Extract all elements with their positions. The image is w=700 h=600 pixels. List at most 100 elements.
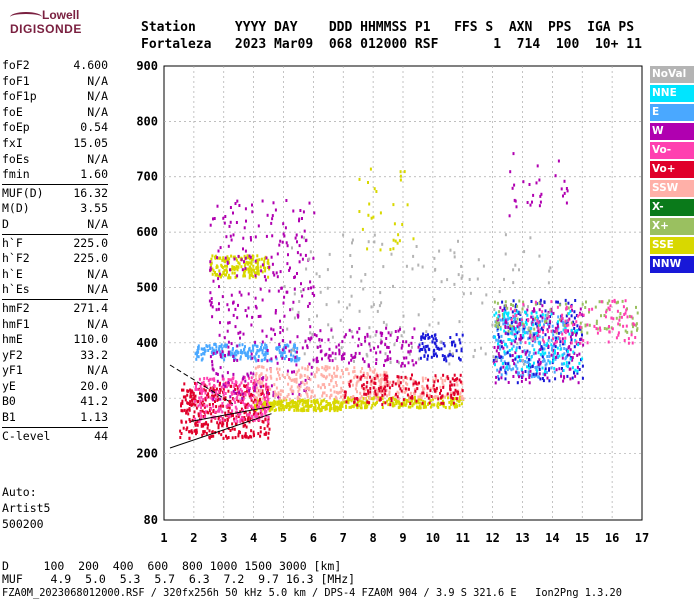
echo-point [285, 241, 288, 245]
echo-point [411, 396, 414, 400]
echo-point [266, 400, 269, 403]
echo-point [271, 401, 273, 405]
echo-point [243, 416, 246, 419]
echo-point [448, 406, 451, 410]
echo-point [373, 368, 376, 372]
echo-point [561, 332, 564, 336]
echo-point [231, 353, 234, 357]
echo-point [414, 389, 417, 393]
echo-point [519, 334, 522, 337]
echo-point [273, 273, 276, 277]
param-name: MUF(D) [2, 185, 44, 200]
echo-point [402, 379, 405, 383]
echo-point [515, 321, 518, 325]
echo-point [192, 392, 195, 395]
echo-point [185, 409, 188, 413]
echo-point [386, 380, 389, 384]
echo-point [350, 399, 353, 403]
echo-point [253, 404, 256, 407]
echo-point [335, 390, 338, 394]
echo-point [461, 333, 464, 337]
echo-point [575, 331, 578, 335]
echo-point [389, 333, 392, 337]
echo-point [250, 357, 252, 361]
echo-point [206, 394, 209, 398]
echo-point [346, 306, 349, 310]
echo-point [440, 389, 442, 393]
echo-point [401, 362, 404, 365]
echo-point [262, 353, 265, 357]
echo-point [527, 373, 530, 377]
echo-point [324, 365, 327, 369]
param-value: 4.600 [73, 58, 108, 72]
echo-point [257, 269, 260, 273]
echo-point [524, 341, 527, 345]
echo-point [373, 391, 376, 395]
echo-point [254, 398, 257, 402]
echo-point [421, 376, 424, 380]
echo-point [585, 300, 587, 304]
echo-point [294, 401, 296, 404]
echo-point [393, 343, 396, 347]
echo-point [554, 377, 557, 381]
echo-point [545, 371, 548, 374]
echo-point [210, 297, 213, 301]
echo-point [528, 183, 531, 186]
echo-point [582, 339, 585, 342]
echo-point [309, 338, 312, 342]
echo-point [560, 374, 563, 378]
echo-point [539, 298, 542, 302]
echo-point [345, 404, 347, 408]
echo-point [433, 354, 436, 357]
echo-point [563, 347, 566, 350]
echo-point [310, 372, 313, 376]
echo-point [272, 328, 275, 332]
echo-point [495, 375, 498, 379]
echo-point [507, 332, 510, 336]
echo-point [199, 402, 202, 406]
echo-point [272, 402, 275, 406]
echo-point [407, 405, 410, 409]
echo-point [244, 432, 247, 436]
echo-point [241, 418, 243, 422]
echo-point [200, 424, 203, 428]
echo-point [215, 348, 218, 352]
echo-point [203, 411, 206, 414]
echo-point [472, 355, 475, 359]
echo-point [203, 404, 206, 408]
echo-point [620, 315, 623, 319]
y-tick-label: 400 [136, 336, 158, 350]
echo-point [548, 360, 551, 364]
echo-point [255, 259, 258, 263]
echo-point [357, 400, 360, 404]
echo-point [322, 398, 325, 402]
echo-point [562, 323, 565, 327]
echo-point [541, 310, 544, 314]
echo-point [226, 270, 228, 274]
echo-point [252, 264, 255, 268]
echo-point [522, 330, 525, 334]
echo-point [425, 345, 428, 348]
echo-point [240, 349, 243, 353]
echo-point [242, 332, 245, 336]
echo-point [240, 381, 243, 385]
param-name: foF2 [2, 58, 30, 72]
file-info-line: FZA0M_2023068012000.RSF / 320fx256h 50 k… [2, 587, 622, 599]
echo-point [250, 268, 253, 272]
echo-point [528, 366, 531, 370]
echo-point [264, 278, 267, 282]
echo-point [261, 263, 264, 267]
echo-point [239, 355, 242, 359]
echo-point [525, 351, 528, 355]
echo-point [365, 385, 368, 389]
echo-point [555, 336, 558, 340]
echo-point [511, 329, 514, 333]
echo-point [607, 340, 610, 344]
echo-point [212, 348, 215, 352]
echo-point [634, 336, 637, 339]
echo-point [253, 385, 256, 389]
echo-point [443, 344, 446, 348]
echo-point [496, 317, 499, 320]
echo-point [401, 223, 404, 226]
echo-point [504, 325, 507, 328]
